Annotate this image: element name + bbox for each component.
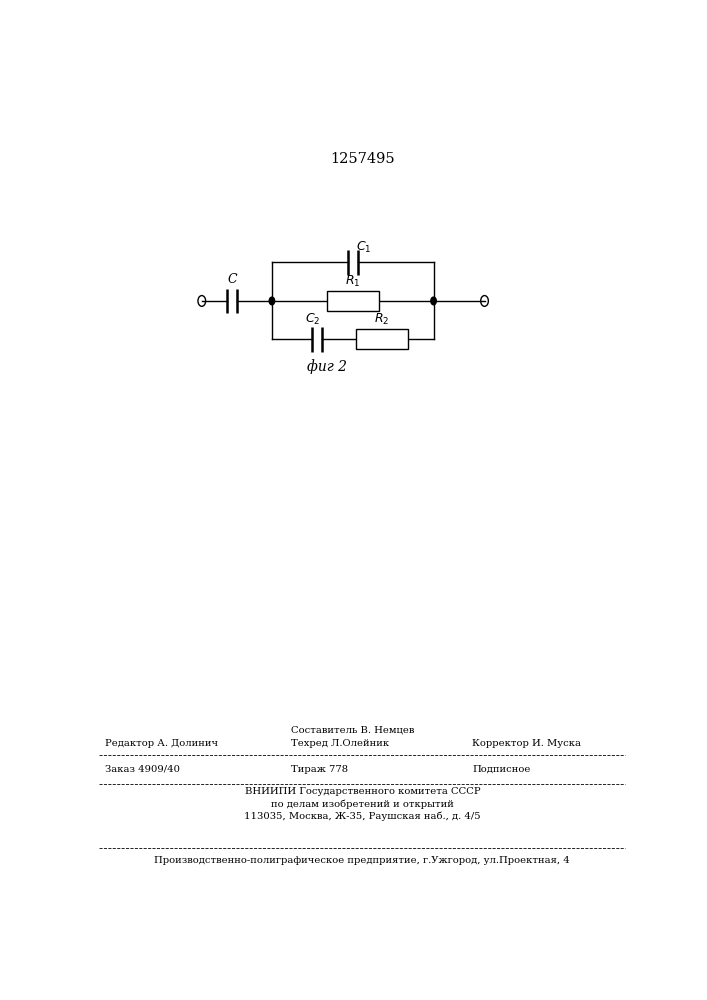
Text: Подписное: Подписное: [472, 765, 530, 774]
Text: Тираж 778: Тираж 778: [291, 765, 349, 774]
Bar: [327, 291, 380, 311]
Text: Составитель В. Немцев: Составитель В. Немцев: [291, 725, 414, 734]
Bar: [356, 329, 409, 349]
Text: $C_2$: $C_2$: [305, 312, 321, 327]
Text: $C_1$: $C_1$: [356, 240, 372, 255]
Text: 1257495: 1257495: [330, 152, 395, 166]
Text: по делам изобретений и открытий: по делам изобретений и открытий: [271, 799, 454, 809]
Text: 113035, Москва, Ж-35, Раушская наб., д. 4/5: 113035, Москва, Ж-35, Раушская наб., д. …: [244, 811, 481, 821]
Text: Редактор А. Долинич: Редактор А. Долинич: [105, 739, 218, 748]
Text: Производственно-полиграфическое предприятие, г.Ужгород, ул.Проектная, 4: Производственно-полиграфическое предприя…: [154, 856, 571, 865]
Text: фиг 2: фиг 2: [307, 359, 346, 374]
Text: Техред Л.Олейник: Техред Л.Олейник: [291, 739, 390, 748]
Text: Корректор И. Муска: Корректор И. Муска: [472, 739, 581, 748]
Text: Заказ 4909/40: Заказ 4909/40: [105, 765, 180, 774]
Text: $R_2$: $R_2$: [375, 312, 390, 327]
Circle shape: [431, 297, 436, 305]
Text: C: C: [227, 273, 237, 286]
Text: $R_1$: $R_1$: [345, 274, 361, 289]
Circle shape: [269, 297, 275, 305]
Text: ВНИИПИ Государственного комитета СССР: ВНИИПИ Государственного комитета СССР: [245, 787, 480, 796]
